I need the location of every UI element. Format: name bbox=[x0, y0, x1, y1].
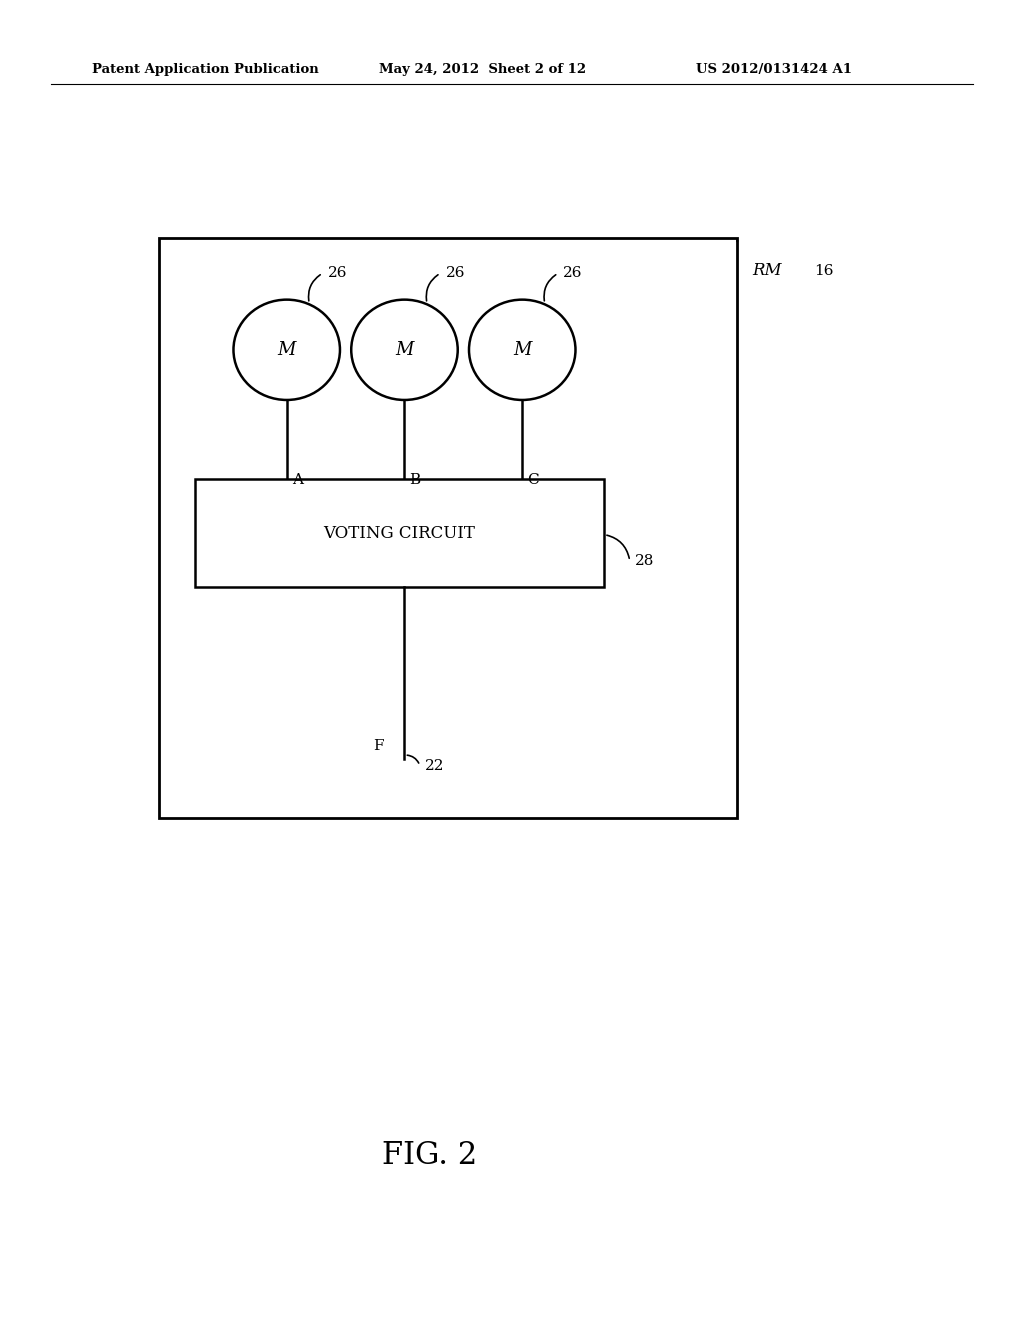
Text: FIG. 2: FIG. 2 bbox=[382, 1139, 478, 1171]
Bar bbox=[195, 479, 604, 587]
Bar bbox=[159, 238, 737, 818]
Text: US 2012/0131424 A1: US 2012/0131424 A1 bbox=[696, 63, 852, 77]
Text: 26: 26 bbox=[328, 267, 347, 280]
Text: 26: 26 bbox=[445, 267, 465, 280]
Ellipse shape bbox=[469, 300, 575, 400]
Ellipse shape bbox=[233, 300, 340, 400]
Text: M: M bbox=[395, 341, 414, 359]
Text: 22: 22 bbox=[425, 759, 444, 772]
Text: RM: RM bbox=[753, 263, 782, 279]
Text: 26: 26 bbox=[563, 267, 583, 280]
Text: B: B bbox=[410, 473, 421, 487]
Text: VOTING CIRCUIT: VOTING CIRCUIT bbox=[324, 525, 475, 541]
Text: F: F bbox=[374, 739, 384, 752]
Text: Patent Application Publication: Patent Application Publication bbox=[92, 63, 318, 77]
Text: 16: 16 bbox=[814, 264, 834, 277]
Text: 28: 28 bbox=[635, 554, 654, 568]
Text: M: M bbox=[278, 341, 296, 359]
Text: M: M bbox=[513, 341, 531, 359]
Ellipse shape bbox=[351, 300, 458, 400]
Text: A: A bbox=[292, 473, 303, 487]
Text: May 24, 2012  Sheet 2 of 12: May 24, 2012 Sheet 2 of 12 bbox=[379, 63, 586, 77]
Text: C: C bbox=[527, 473, 539, 487]
